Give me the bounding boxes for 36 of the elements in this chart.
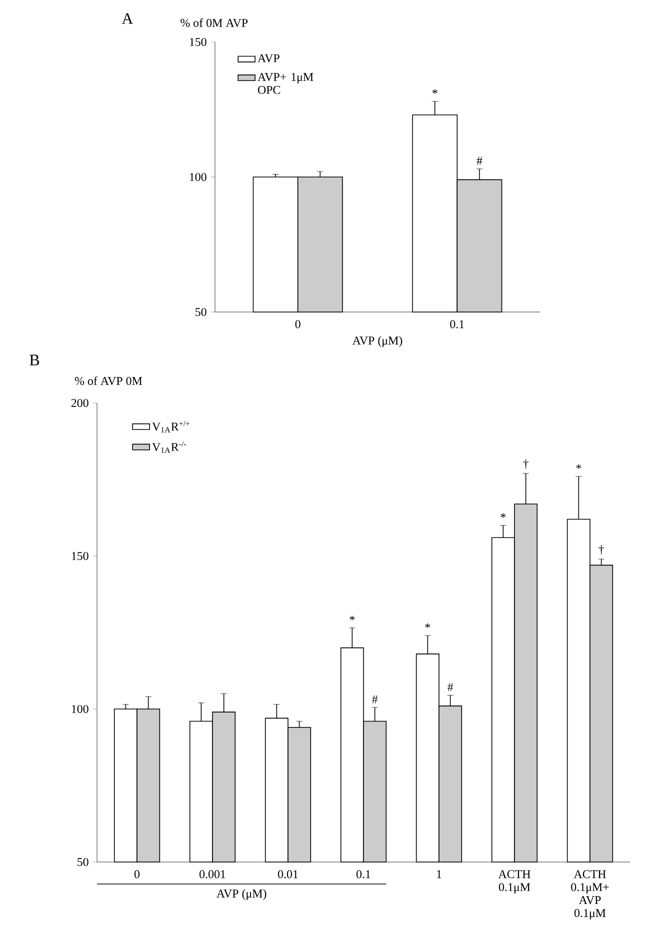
annotation: * — [500, 513, 506, 518]
x-tick-label: 1 — [437, 870, 442, 878]
x-tick-label: 0.001 — [200, 870, 226, 878]
legend-label: V$_{1A}$R$^{+/+}$ — [152, 420, 190, 432]
y-tick-label: 200 — [71, 398, 88, 408]
x-axis-title: AVP (μM) — [216, 889, 266, 900]
chart-title: A — [122, 13, 134, 24]
annotation: † — [598, 545, 604, 555]
y-tick-label: 150 — [72, 552, 88, 560]
legend-label: V$_{1A}$R$^{-/-}$ — [152, 441, 186, 453]
annotation: * — [432, 89, 438, 94]
annotation: * — [350, 616, 355, 620]
x-tick-label: ACTH 0.1μM+ AVP 0.1μM — [571, 870, 609, 920]
x-tick-label: 0.01 — [278, 870, 298, 878]
annotation: * — [425, 624, 430, 628]
x-tick-label: 0.1 — [450, 320, 464, 328]
annotation: # — [372, 695, 378, 704]
x-tick-label: 0.1 — [356, 870, 370, 878]
legend-label: AVP+ 1μM OPC — [258, 72, 314, 94]
annotation: # — [448, 683, 454, 692]
legend-label: AVP — [258, 54, 280, 62]
y-axis-title: % of 0M AVP — [180, 18, 248, 28]
y-axis-title: % of AVP 0M — [74, 376, 142, 386]
x-tick-label: 0 — [134, 870, 140, 878]
x-tick-label: 0 — [295, 320, 300, 328]
y-tick-label: 50 — [78, 858, 88, 866]
y-tick-label: 100 — [190, 172, 206, 182]
annotation: # — [476, 156, 482, 165]
chart-title: B — [30, 354, 40, 366]
annotation: * — [576, 464, 582, 469]
y-tick-label: 150 — [190, 38, 206, 46]
x-axis-title: AVP (μM) — [352, 336, 402, 348]
annotation: † — [523, 459, 528, 470]
y-tick-label: 50 — [196, 308, 206, 316]
x-tick-label: ACTH 0.1μM — [498, 870, 530, 894]
y-tick-label: 100 — [72, 704, 88, 714]
